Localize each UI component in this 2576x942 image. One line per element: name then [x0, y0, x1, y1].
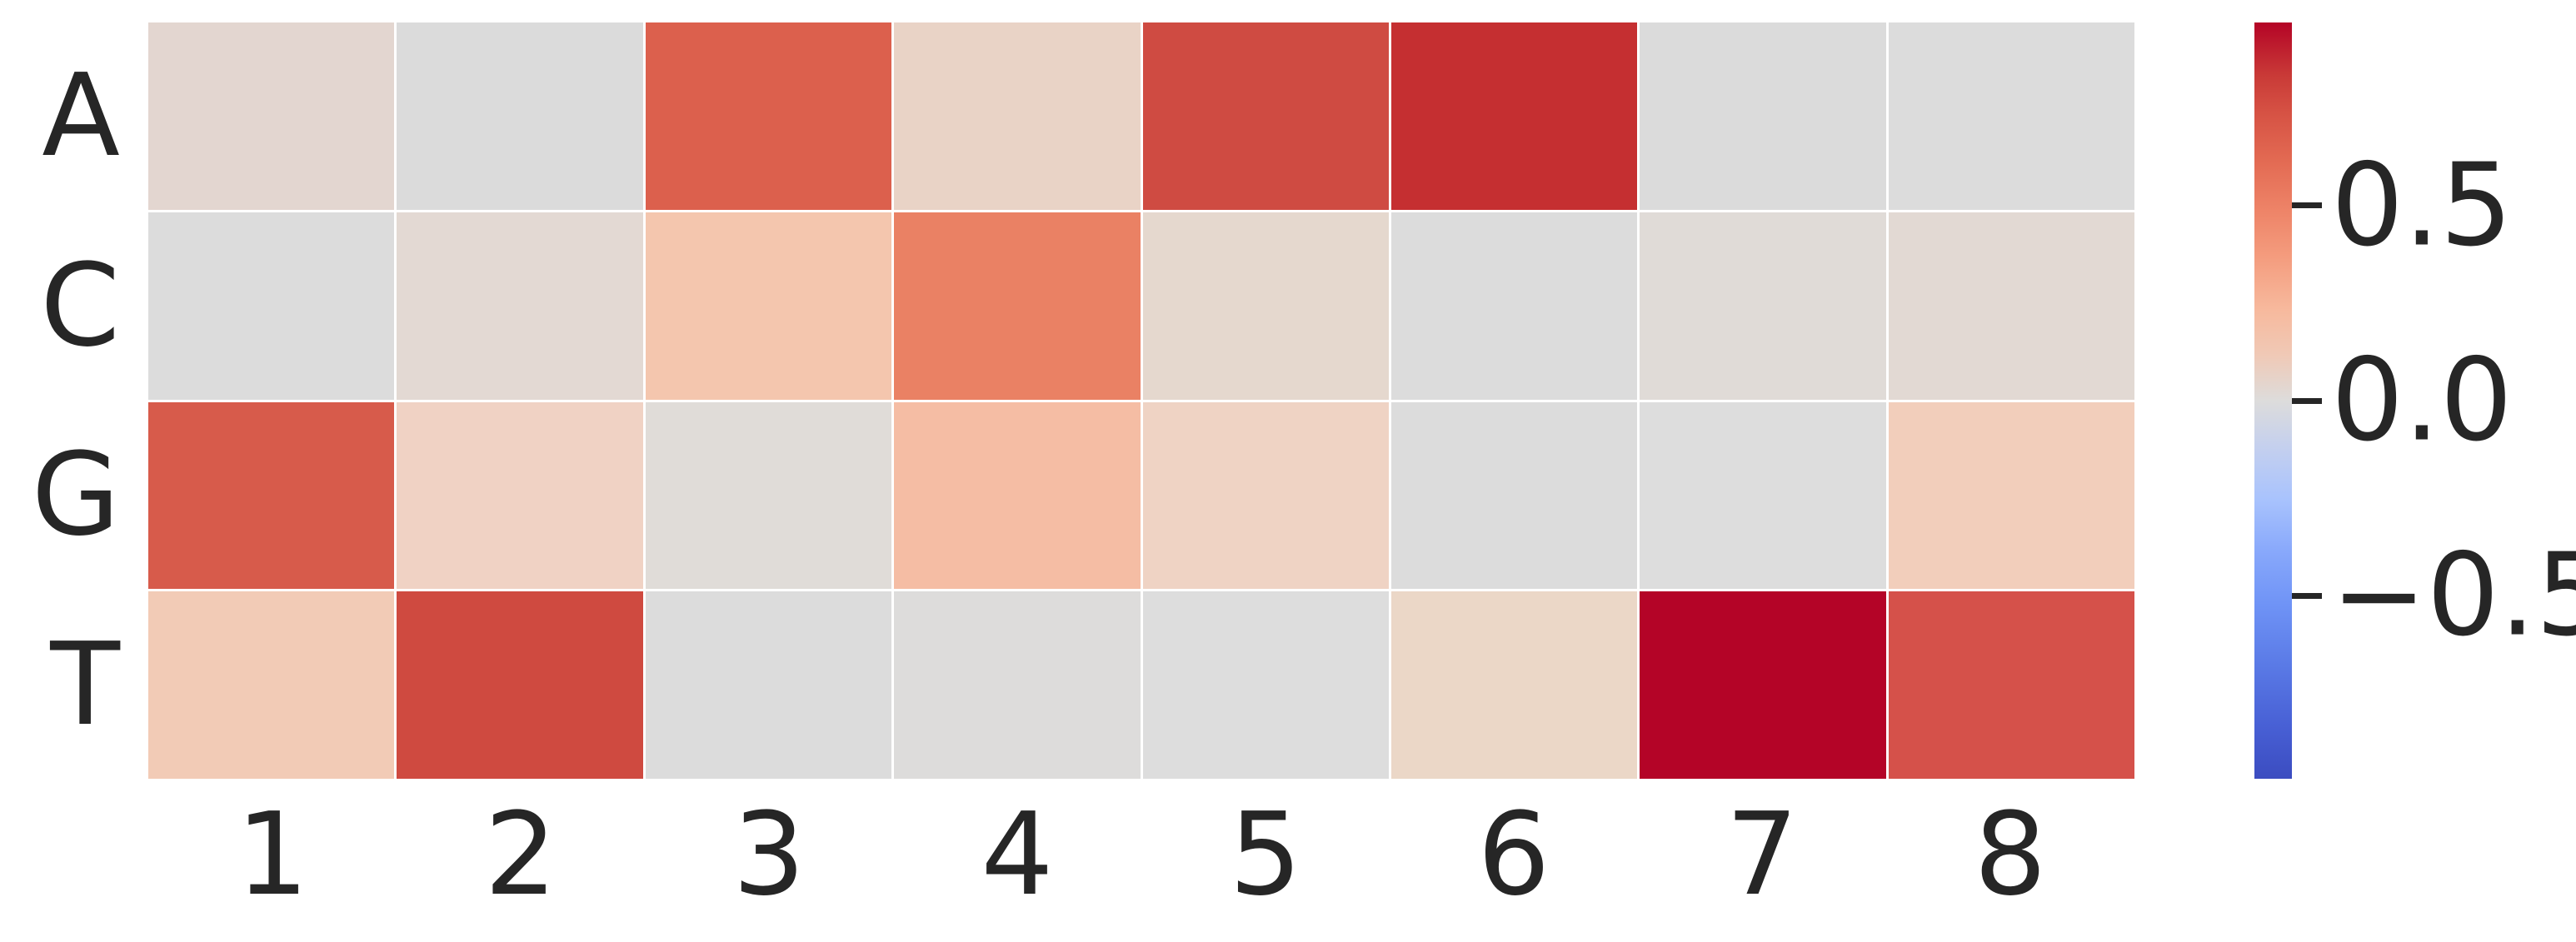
heatmap-cell-G5 — [1142, 401, 1389, 590]
heatmap-cell-C3 — [645, 212, 892, 400]
colorbar-tick-label: 0.0 — [2331, 334, 2513, 467]
colorbar-tick-label: 0.5 — [2331, 139, 2513, 272]
heatmap-cell-A8 — [1888, 22, 2134, 210]
heatmap-cell-T7 — [1640, 591, 1886, 779]
x-tick-label-5: 5 — [1229, 788, 1302, 921]
x-tick-label-8: 8 — [1974, 788, 2047, 921]
heatmap-cell-G6 — [1390, 401, 1638, 590]
heatmap-cell-C6 — [1390, 212, 1638, 400]
heatmap-cell-A6 — [1390, 22, 1638, 210]
y-tick-label-A: A — [42, 49, 120, 182]
heatmap-cell-T8 — [1888, 591, 2134, 779]
heatmap-cell-C7 — [1640, 212, 1886, 400]
heatmap-cell-A5 — [1142, 22, 1389, 210]
colorbar-tick-mark — [2292, 397, 2322, 404]
heatmap-cell-G8 — [1888, 401, 2134, 590]
heatmap-cell-C4 — [894, 212, 1141, 400]
x-tick-label-1: 1 — [236, 788, 309, 921]
colorbar-gradient — [2254, 22, 2292, 779]
x-axis-tick-labels: 1 2 3 4 5 6 7 8 — [148, 787, 2134, 922]
colorbar-tick-mark — [2292, 592, 2322, 599]
colorbar-tick-label: −0.5 — [2331, 529, 2576, 662]
x-tick-label-3: 3 — [732, 788, 806, 921]
heatmap-cell-C1 — [148, 212, 395, 400]
x-tick-label-4: 4 — [981, 788, 1054, 921]
heatmap-cell-T2 — [397, 591, 643, 779]
colorbar — [2254, 22, 2292, 779]
heatmap-cell-C2 — [397, 212, 643, 400]
heatmap-cell-T4 — [894, 591, 1141, 779]
heatmap-grid — [148, 22, 2134, 779]
heatmap-cell-C8 — [1888, 212, 2134, 400]
heatmap-cell-A7 — [1640, 22, 1886, 210]
heatmap-cell-C5 — [1142, 212, 1389, 400]
heatmap-cell-G3 — [645, 401, 892, 590]
y-tick-label-T: T — [50, 619, 120, 752]
heatmap-cell-G2 — [397, 401, 643, 590]
heatmap-cell-T5 — [1142, 591, 1389, 779]
heatmap-cell-A4 — [894, 22, 1141, 210]
heatmap-cell-T3 — [645, 591, 892, 779]
y-tick-label-G: G — [31, 429, 120, 562]
x-tick-label-6: 6 — [1477, 788, 1550, 921]
x-tick-label-7: 7 — [1725, 788, 1799, 921]
heatmap-cell-A3 — [645, 22, 892, 210]
heatmap-cell-G7 — [1640, 401, 1886, 590]
heatmap-cell-T1 — [148, 591, 395, 779]
heatmap-cell-G1 — [148, 401, 395, 590]
y-tick-label-C: C — [40, 239, 120, 372]
heatmap-cell-A2 — [397, 22, 643, 210]
heatmap-cell-A1 — [148, 22, 395, 210]
colorbar-tick-mark — [2292, 202, 2322, 209]
x-tick-label-2: 2 — [484, 788, 557, 921]
heatmap-cell-G4 — [894, 401, 1141, 590]
heatmap-cell-T6 — [1390, 591, 1638, 779]
